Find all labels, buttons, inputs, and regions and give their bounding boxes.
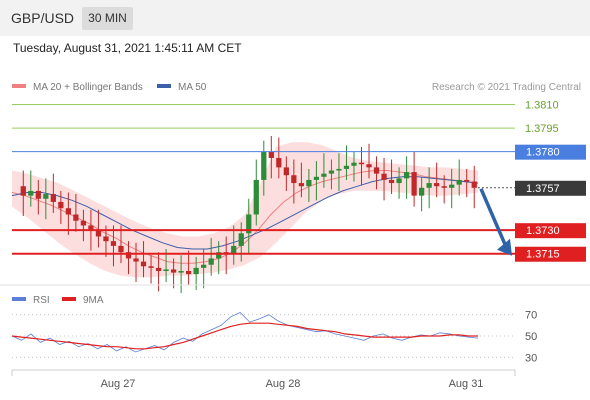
level-tag <box>515 223 586 239</box>
ma20-line <box>11 170 479 264</box>
candle-body <box>358 162 365 165</box>
rsi-tick-label: 70 <box>525 310 537 322</box>
candle-body <box>193 267 199 275</box>
x-tick-label: Aug 28 <box>266 378 301 390</box>
candle-body <box>283 167 289 176</box>
forecast-arrow-shaft <box>479 188 508 248</box>
rsi-legend-swatch <box>12 297 26 301</box>
candle-body <box>155 267 162 272</box>
chart-panel: Tuesday, August 31, 2021 1:45:11 AM CET M… <box>0 36 590 400</box>
rsi-tick-label: 50 <box>525 331 537 343</box>
candle-body <box>246 214 252 234</box>
candle-body <box>434 183 440 187</box>
candle-body <box>298 183 305 187</box>
candle-body <box>43 194 49 199</box>
rsi-legend-label: RSI <box>33 295 50 306</box>
forecast-arrow-head <box>497 238 512 256</box>
candle-body <box>411 172 417 196</box>
candle-body <box>216 252 222 259</box>
candle-body <box>336 168 342 171</box>
candle-body <box>343 165 350 169</box>
legend-swatch <box>157 84 171 88</box>
candle-body <box>65 208 72 215</box>
candle-body <box>95 230 102 237</box>
candle-body <box>253 179 259 215</box>
chart-svg[interactable]: Tuesday, August 31, 2021 1:45:11 AM CET M… <box>0 36 590 400</box>
candle-body <box>291 175 297 184</box>
candle-body <box>261 151 267 180</box>
candle-body <box>110 241 117 246</box>
candle-body <box>185 271 192 275</box>
candle-body <box>170 269 177 273</box>
level-label: 1.3795 <box>525 123 559 135</box>
timestamp: Tuesday, August 31, 2021 1:45:11 AM CET <box>13 41 242 55</box>
candle-body <box>449 184 455 188</box>
x-tick-label: Aug 27 <box>101 378 136 390</box>
candle-body <box>50 194 56 202</box>
rsi-ma-line <box>11 322 478 350</box>
candle-body <box>201 264 207 268</box>
candle-body <box>125 252 132 259</box>
candle-body <box>464 179 470 182</box>
candle-body <box>268 151 274 158</box>
legend-label: MA 50 <box>178 82 207 93</box>
level-label: 1.3810 <box>525 100 559 112</box>
rsi-tick-label: 30 <box>525 352 537 364</box>
candle-body <box>276 157 282 168</box>
symbol-title: GBP/USD <box>11 10 75 26</box>
candle-body <box>366 164 372 168</box>
candle-body <box>80 220 87 226</box>
candle-body <box>178 271 184 273</box>
candle-body <box>373 167 380 174</box>
candle-body <box>28 190 34 196</box>
candle-body <box>321 173 327 177</box>
candle-body <box>306 179 312 187</box>
level-tag <box>515 144 586 160</box>
rsi-line <box>11 312 479 353</box>
candle-body <box>456 179 462 185</box>
level-tag <box>515 246 586 262</box>
level-label: 1.3730 <box>526 225 560 237</box>
candle-body <box>103 236 109 242</box>
ma50-line <box>11 176 479 250</box>
candle-body <box>313 176 320 180</box>
x-tick-label: Aug 31 <box>449 378 484 390</box>
candle-body <box>208 258 214 265</box>
candle-body <box>148 266 154 268</box>
candle-body <box>388 179 395 184</box>
candle-body <box>238 233 244 246</box>
candle-body <box>140 261 147 267</box>
legend-label: MA 20 + Bollinger Bands <box>33 82 143 93</box>
candle-body <box>396 178 402 184</box>
candle-body <box>471 181 477 188</box>
candle-body <box>381 173 387 180</box>
level-label: 1.3780 <box>526 147 560 159</box>
candle-body <box>403 172 410 179</box>
candle-body <box>418 187 425 196</box>
candle-body <box>163 269 169 272</box>
copyright-text: Research © 2021 Trading Central <box>432 82 581 93</box>
level-label: 1.3715 <box>526 249 560 261</box>
current-price-label: 1.3757 <box>526 183 560 195</box>
current-price-tag <box>515 180 586 196</box>
candle-body <box>351 162 357 166</box>
bollinger-band-area <box>12 142 478 278</box>
candle-body <box>328 170 335 174</box>
candle-body <box>88 225 94 231</box>
candle-body <box>118 245 124 253</box>
candle-body <box>426 183 432 188</box>
candle-body <box>35 190 41 199</box>
candle-body <box>73 214 79 221</box>
candle-body <box>133 258 139 262</box>
timeframe-button[interactable]: 30 MIN <box>82 7 133 30</box>
candle-body <box>20 186 26 196</box>
header-bar: GBP/USD 30 MIN <box>0 0 590 36</box>
candle-body <box>231 245 237 254</box>
candle-body <box>441 186 447 188</box>
rsi-legend-label: 9MA <box>83 295 104 306</box>
candle-body <box>58 201 64 209</box>
legend-swatch <box>12 84 26 88</box>
rsi-legend-swatch <box>62 297 76 301</box>
